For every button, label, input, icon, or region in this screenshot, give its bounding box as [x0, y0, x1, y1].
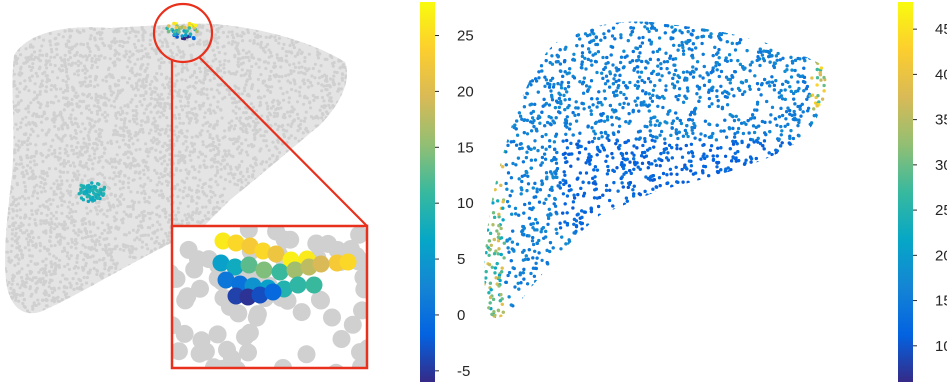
highlighted-region-top [165, 21, 199, 41]
left-tick-label: 0 [457, 307, 465, 324]
right-tick-label: 35 [935, 112, 947, 129]
right-colorbar-gradient [898, 2, 913, 382]
right-tick-label: 45 [935, 21, 947, 38]
zoom-inset [170, 224, 369, 370]
left-colorbar-gradient [420, 2, 435, 382]
left-colorbar: 25 20 15 10 5 0 -5 [420, 2, 474, 382]
zoom-circle [152, 2, 214, 64]
right-point-cloud [484, 21, 827, 318]
left-tick-label: 10 [457, 195, 474, 212]
left-tick-label: 15 [457, 139, 474, 156]
right-colorbar: 45 40 35 30 25 20 15 10 [898, 2, 947, 382]
right-tick-label: 40 [935, 66, 947, 83]
left-tick-label: -5 [457, 363, 470, 380]
highlighted-region-side [77, 181, 107, 204]
zoom-callout [152, 2, 368, 227]
right-tick-label: 20 [935, 247, 947, 264]
right-tick-label: 25 [935, 202, 947, 219]
left-tick-label: 20 [457, 83, 474, 100]
right-tick-label: 15 [935, 293, 947, 310]
left-tick-label: 25 [457, 28, 474, 45]
zoom-inset-border [170, 224, 369, 370]
zoom-connector-right [198, 56, 368, 227]
right-tick-label: 10 [935, 338, 947, 355]
left-tick-label: 5 [457, 251, 465, 268]
right-tick-label: 30 [935, 157, 947, 174]
